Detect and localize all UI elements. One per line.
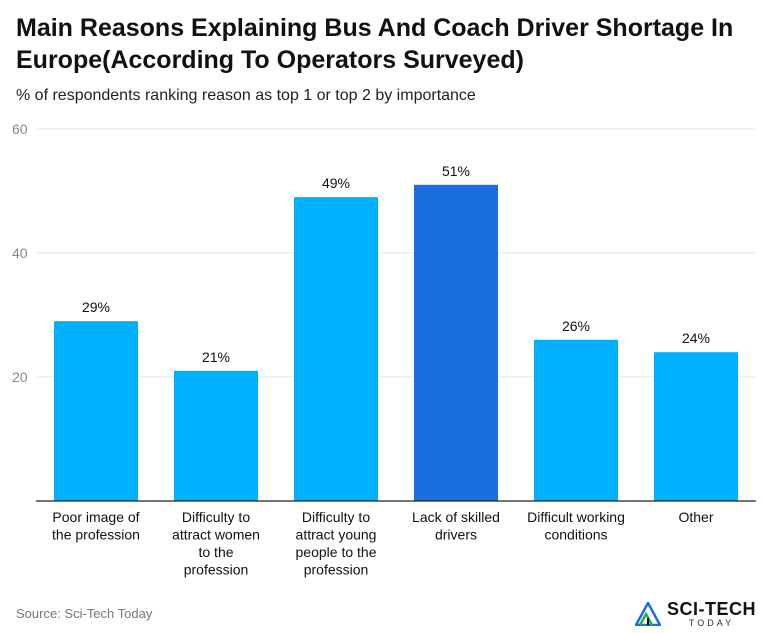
bar: [174, 370, 258, 501]
chart-title: Main Reasons Explaining Bus And Coach Dr…: [16, 14, 734, 74]
chart-subtitle: % of respondents ranking reason as top 1…: [16, 87, 476, 104]
x-tick-label: Lack of skilled drivers: [412, 509, 500, 543]
x-tick-label: Other: [678, 509, 713, 525]
x-tick-label: Poor image of the profession: [52, 509, 140, 543]
x-tick-label: Difficulty to attract young people to the p…: [296, 509, 377, 578]
x-tick-label: Difficult working conditions: [527, 509, 625, 543]
bar: [414, 184, 498, 502]
logo-main-text: SCI-TECH: [667, 599, 756, 619]
data-label: 26%: [562, 318, 590, 334]
x-tick-label: Difficulty to attract women to the professi…: [172, 509, 260, 578]
triangle-logo-icon: [635, 602, 661, 626]
data-label: 29%: [82, 299, 110, 315]
logo-sub-text: TODAY: [688, 618, 735, 628]
source-note: Source: Sci-Tech Today: [16, 606, 153, 621]
bar: [654, 352, 738, 501]
data-label: 21%: [202, 349, 230, 365]
y-tick-label: 60: [12, 121, 28, 137]
brand-logo: SCI-TECH TODAY: [635, 600, 756, 628]
bar: [54, 321, 138, 501]
data-label: 51%: [442, 163, 470, 179]
bar: [534, 339, 618, 501]
y-tick-label: 40: [12, 245, 28, 261]
data-label: 24%: [682, 330, 710, 346]
bar: [294, 197, 378, 501]
data-label: 49%: [322, 175, 350, 191]
y-tick-label: 20: [12, 369, 28, 385]
